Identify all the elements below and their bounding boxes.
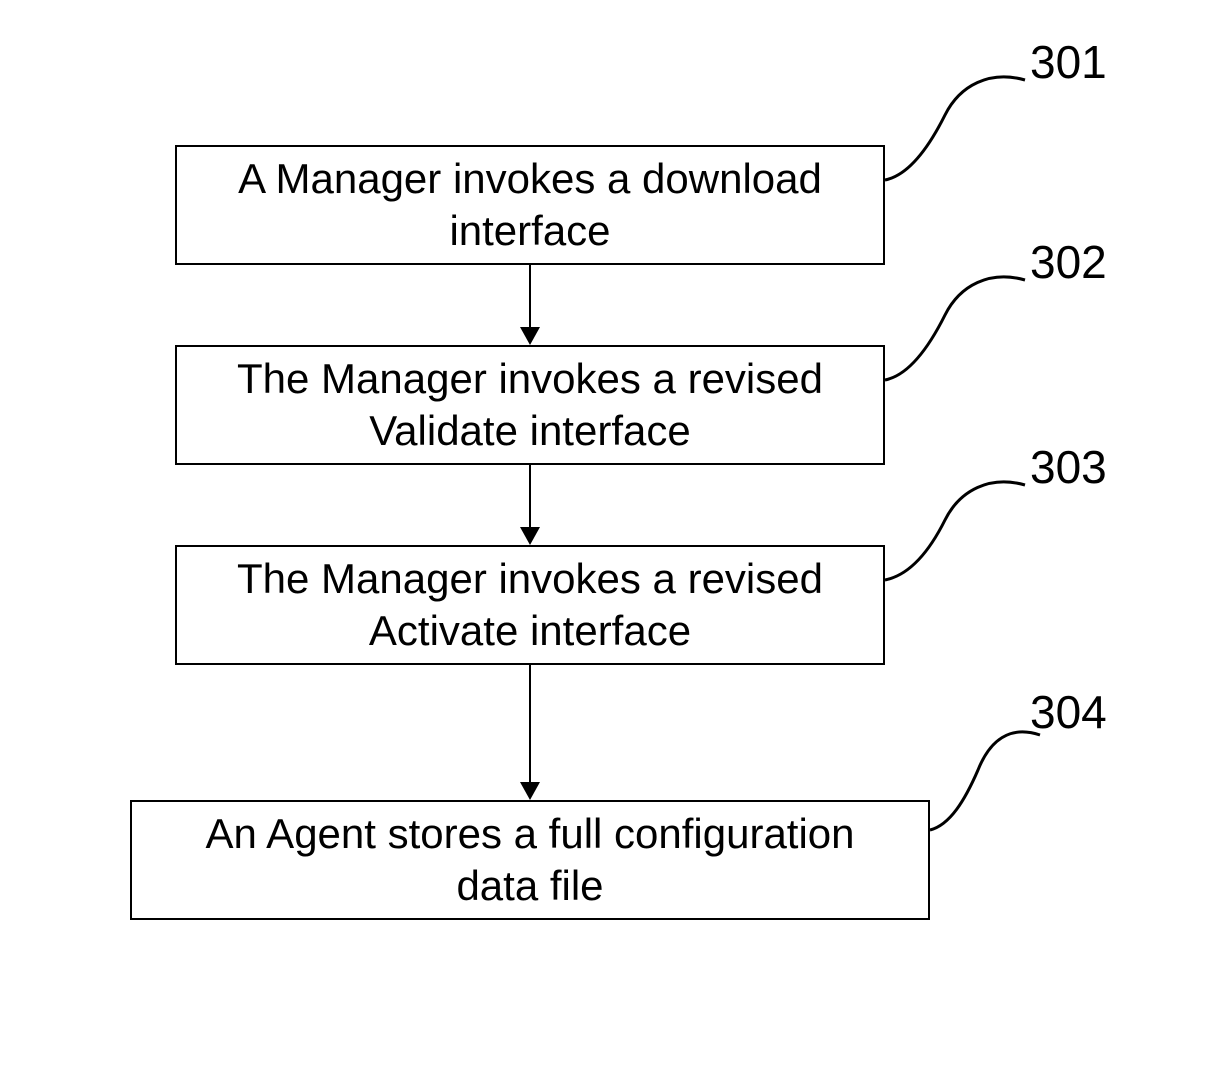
- connector-304: [0, 0, 1226, 1066]
- flowchart-canvas: A Manager invokes a download interface 3…: [0, 0, 1226, 1066]
